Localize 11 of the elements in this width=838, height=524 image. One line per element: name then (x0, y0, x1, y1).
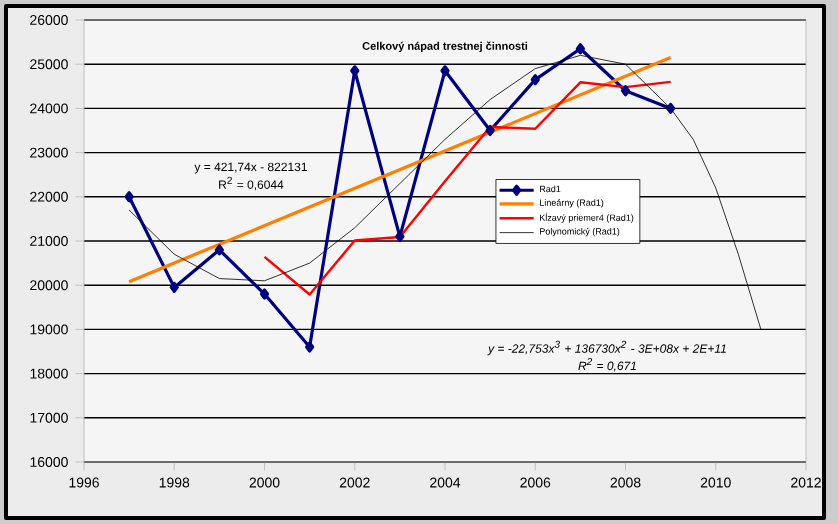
point (259, 288, 270, 300)
point (666, 102, 676, 114)
point (620, 85, 631, 97)
point (530, 74, 540, 86)
point (124, 191, 134, 203)
point (440, 65, 450, 77)
point (214, 244, 224, 256)
point (305, 341, 315, 353)
point (169, 281, 179, 294)
point (575, 43, 585, 55)
point (485, 124, 495, 137)
